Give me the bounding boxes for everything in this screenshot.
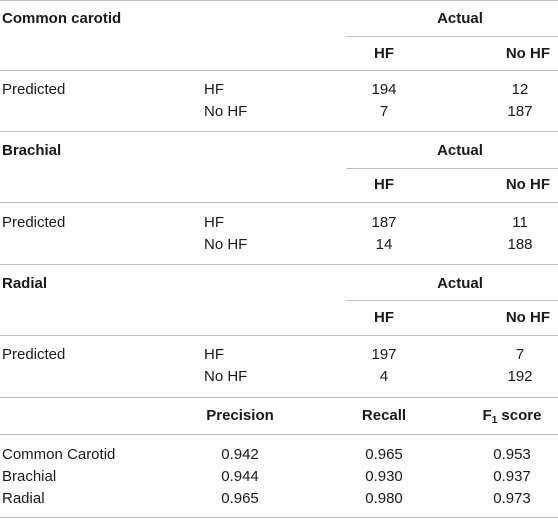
metric-row-name: Common Carotid (2, 446, 116, 463)
col-hf-header: HF (374, 309, 394, 326)
table-row: Predicted HF 197 7 (0, 344, 558, 366)
cell-hf: 14 (375, 236, 393, 253)
table-row: No HF 4 192 (0, 366, 558, 388)
column-header-row: HF No HF (0, 43, 558, 65)
rule-actual (346, 36, 558, 37)
f1-value: 0.973 (493, 490, 531, 507)
block-header: Radial Actual (0, 273, 558, 295)
row-label: HF (204, 214, 224, 231)
row-group-label: Predicted (2, 81, 66, 98)
cell-hf: 4 (379, 368, 389, 385)
table-row: Predicted HF 187 11 (0, 212, 558, 234)
f1-score-header: F1 score (482, 407, 542, 426)
precision-header: Precision (206, 407, 274, 424)
recall-value: 0.965 (365, 446, 403, 463)
cell-nohf: 7 (515, 346, 525, 363)
block-header: Brachial Actual (0, 140, 558, 162)
row-label: No HF (204, 236, 248, 253)
table-row: No HF 7 187 (0, 101, 558, 123)
rule-block (0, 131, 558, 132)
f1-value: 0.953 (493, 446, 531, 463)
col-nohf-header: No HF (505, 309, 550, 326)
rule-header (0, 202, 558, 203)
cell-nohf: 187 (507, 103, 533, 120)
rule-top (0, 0, 558, 1)
cell-nohf: 188 (507, 236, 533, 253)
column-header-row: HF No HF (0, 307, 558, 329)
metric-row-name: Radial (2, 490, 45, 507)
col-hf-header: HF (374, 45, 394, 62)
block-title: Radial (2, 275, 48, 292)
row-label: No HF (204, 103, 248, 120)
rule-header (0, 335, 558, 336)
rule-header (0, 70, 558, 71)
rule-actual (346, 168, 558, 169)
table-row: Common Carotid 0.942 0.965 0.953 (0, 444, 558, 466)
recall-value: 0.980 (365, 490, 403, 507)
precision-value: 0.942 (221, 446, 259, 463)
cell-hf: 7 (379, 103, 389, 120)
table-row: Predicted HF 194 12 (0, 79, 558, 101)
metric-row-name: Brachial (2, 468, 57, 485)
cell-hf: 197 (371, 346, 397, 363)
recall-value: 0.930 (365, 468, 403, 485)
actual-label: Actual (437, 142, 483, 159)
rule-header (0, 434, 558, 435)
rule-actual (346, 300, 558, 301)
rule-block (0, 397, 558, 398)
cell-hf: 187 (371, 214, 397, 231)
table-row: Brachial 0.944 0.930 0.937 (0, 466, 558, 488)
rule-bottom (0, 517, 558, 518)
precision-value: 0.944 (221, 468, 259, 485)
block-title: Common carotid (2, 10, 122, 27)
block-title: Brachial (2, 142, 62, 159)
col-nohf-header: No HF (505, 176, 550, 193)
precision-value: 0.965 (221, 490, 259, 507)
recall-header: Recall (361, 407, 407, 424)
row-label: HF (204, 346, 224, 363)
block-header: Common carotid Actual (0, 8, 558, 30)
column-header-row: HF No HF (0, 174, 558, 196)
row-label: No HF (204, 368, 248, 385)
rule-block (0, 264, 558, 265)
cell-nohf: 11 (512, 214, 528, 231)
col-hf-header: HF (374, 176, 394, 193)
actual-label: Actual (437, 10, 483, 27)
cell-hf: 194 (371, 81, 397, 98)
col-nohf-header: No HF (505, 45, 550, 62)
table-row: Radial 0.965 0.980 0.973 (0, 488, 558, 510)
row-group-label: Predicted (2, 346, 66, 363)
actual-label: Actual (437, 275, 483, 292)
metrics-header-row: Precision Recall F1 score (0, 405, 558, 427)
row-label: HF (204, 81, 224, 98)
cell-nohf: 12 (511, 81, 529, 98)
f1-value: 0.937 (493, 468, 531, 485)
row-group-label: Predicted (2, 214, 66, 231)
cell-nohf: 192 (507, 368, 533, 385)
table-row: No HF 14 188 (0, 234, 558, 256)
